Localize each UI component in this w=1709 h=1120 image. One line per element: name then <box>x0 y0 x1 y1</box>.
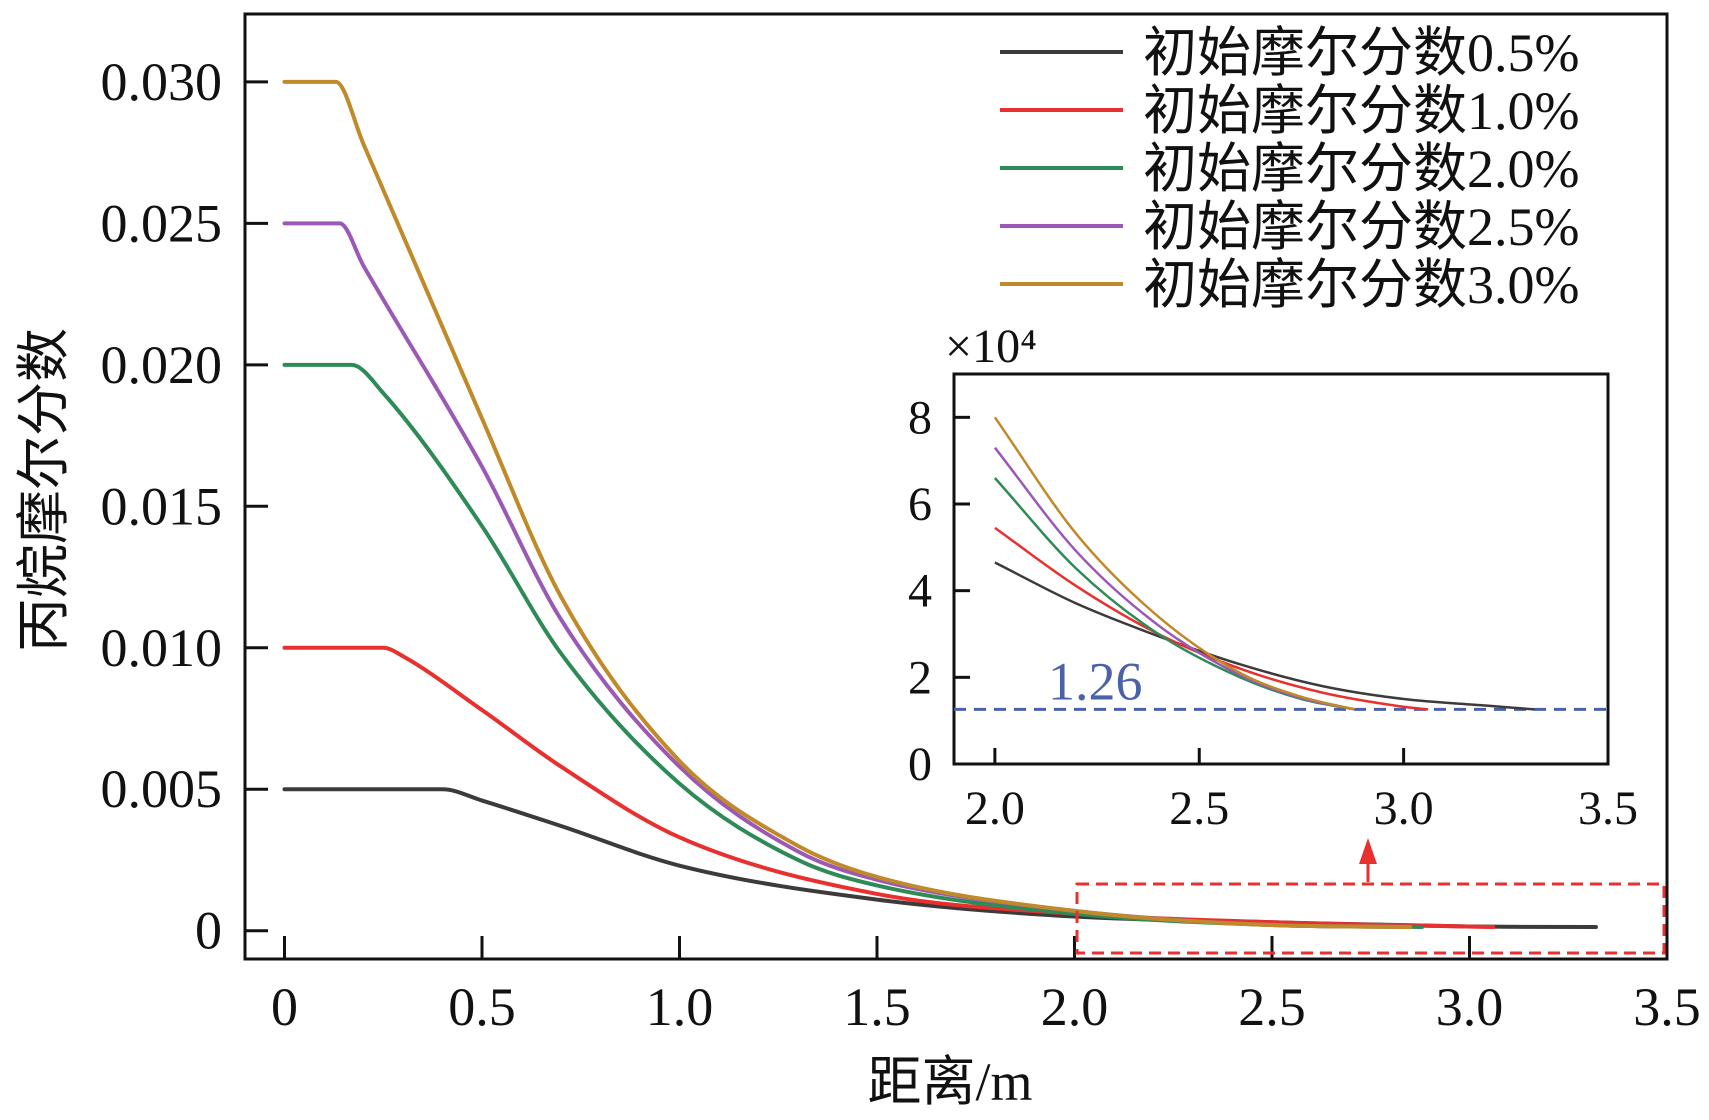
zoom-arrow-head <box>1359 838 1377 864</box>
main-x-tick-label: 0.5 <box>448 977 516 1037</box>
legend-label: 初始摩尔分数2.0% <box>1143 139 1579 199</box>
inset-y-tick-label: 2 <box>908 651 932 704</box>
y-axis-title: 丙烷摩尔分数 <box>14 328 74 652</box>
inset-y-axis: 0 2 4 6 8 <box>908 391 970 791</box>
main-y-tick-label: 0.025 <box>101 193 223 253</box>
inset-x-tick-label: 3.5 <box>1578 782 1638 835</box>
inset-x-axis: 2.0 2.5 3.0 3.5 <box>965 748 1638 835</box>
x-axis-title: 距离/m <box>867 1052 1032 1112</box>
inset-series-line <box>994 561 1535 711</box>
main-x-tick-label: 3.5 <box>1633 977 1701 1037</box>
legend-label: 初始摩尔分数2.5% <box>1143 197 1579 257</box>
inset-x-tick-label: 3.0 <box>1374 782 1434 835</box>
inset-y-tick-label: 0 <box>908 738 932 791</box>
inset-y-tick-label: 8 <box>908 391 932 444</box>
main-x-tick-label: 1.0 <box>646 977 714 1037</box>
inset-series-group <box>993 416 1535 711</box>
main-y-tick-label: 0.020 <box>101 335 223 395</box>
main-series-line <box>282 645 1496 930</box>
main-x-tick-label: 2.0 <box>1041 977 1109 1037</box>
legend-label: 初始摩尔分数3.0% <box>1143 255 1579 315</box>
main-series-group <box>282 79 1598 930</box>
main-x-axis: 0 0.5 1.0 1.5 2.0 2.5 3.0 3.5 <box>271 936 1701 1037</box>
main-x-tick-label: 1.5 <box>843 977 911 1037</box>
main-y-tick-label: 0.015 <box>101 476 223 536</box>
inset-x-tick-label: 2.5 <box>1169 782 1229 835</box>
legend-label: 初始摩尔分数1.0% <box>1143 81 1579 141</box>
inset-x-tick-label: 2.0 <box>965 782 1025 835</box>
inset-plot-frame <box>952 372 1610 766</box>
inset-series-line <box>993 416 1355 711</box>
legend-label: 初始摩尔分数0.5% <box>1143 23 1579 83</box>
main-x-tick-label: 0 <box>271 977 298 1037</box>
inset-y-tick-label: 4 <box>908 565 932 618</box>
inset-y-tick-label: 6 <box>908 478 932 531</box>
main-y-tick-label: 0.005 <box>101 759 223 819</box>
inset-multiplier-label: ×10⁴ <box>945 320 1037 373</box>
main-plot-frame <box>243 12 1669 961</box>
zoom-region-box <box>1075 882 1666 955</box>
main-x-tick-label: 2.5 <box>1238 977 1306 1037</box>
main-x-tick-label: 3.0 <box>1436 977 1504 1037</box>
legend: 初始摩尔分数0.5%初始摩尔分数1.0%初始摩尔分数2.0%初始摩尔分数2.5%… <box>1000 23 1579 315</box>
inset-series-line <box>994 526 1429 711</box>
main-y-tick-label: 0.010 <box>101 618 223 678</box>
main-series-line <box>282 79 1413 930</box>
main-y-tick-label: 0.030 <box>101 52 223 112</box>
main-y-tick-label: 0 <box>195 901 222 961</box>
inset-reference-label: 1.26 <box>1048 651 1143 711</box>
main-y-axis: 0 0.005 0.010 0.015 0.020 0.025 0.030 <box>101 52 268 961</box>
